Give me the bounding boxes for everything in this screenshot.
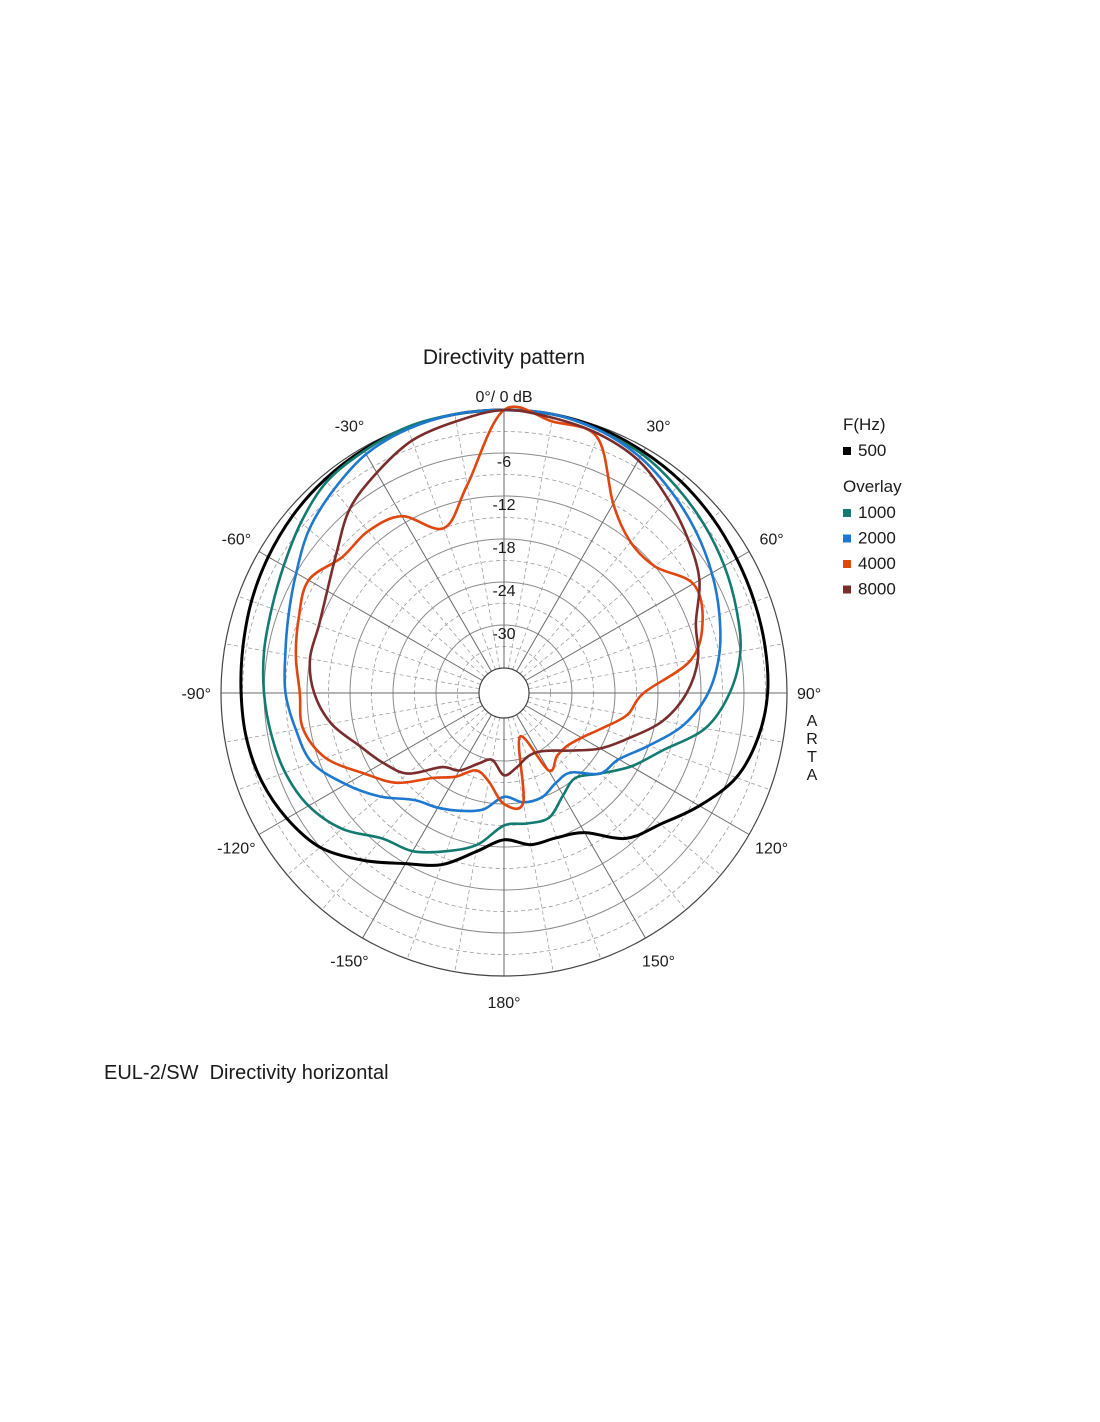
legend: F(Hz) Overlay 500 1000 2000 4000 8000	[843, 415, 902, 599]
radial-tick-label: -12	[492, 497, 515, 514]
major-spoke	[525, 551, 750, 681]
angle-tick-label: -30°	[335, 418, 365, 435]
major-spoke	[525, 705, 750, 835]
angle-tick-label: -120°	[217, 841, 255, 858]
angle-tick-label: -150°	[330, 954, 368, 971]
legend-swatch	[843, 585, 851, 594]
major-spoke	[516, 447, 646, 672]
legend-swatch	[843, 534, 851, 543]
major-spoke	[258, 705, 483, 835]
legend-label: 4000	[858, 554, 896, 573]
chart-title: Directivity pattern	[423, 346, 585, 369]
minor-spoke	[522, 708, 722, 876]
minor-spoke	[321, 711, 489, 911]
angle-tick-label: -60°	[222, 532, 252, 549]
legend-label: 1000	[858, 503, 896, 522]
minor-spoke	[225, 643, 480, 690]
legend-label: 8000	[858, 580, 896, 599]
minor-spoke	[286, 510, 486, 678]
watermark-letter: T	[807, 749, 817, 766]
minor-spoke	[522, 510, 722, 678]
radial-tick-label: -24	[492, 583, 515, 600]
minor-spoke	[527, 595, 771, 685]
legend-swatch	[843, 447, 851, 455]
major-spoke	[258, 551, 483, 681]
watermark-letter: A	[807, 767, 818, 784]
figure-caption: EUL-2/SW Directivity horizontal	[104, 1062, 389, 1084]
angle-tick-label: -90°	[181, 686, 211, 703]
angle-tick-label: 180°	[487, 995, 520, 1012]
legend-label: 500	[858, 441, 886, 460]
legend-overlay-heading: Overlay	[843, 477, 902, 496]
minor-spoke	[454, 414, 501, 669]
minor-spoke	[519, 711, 687, 911]
minor-spoke	[237, 595, 481, 685]
watermark-letter: R	[806, 731, 818, 748]
minor-spoke	[507, 414, 554, 669]
series-layer	[239, 405, 770, 867]
minor-spoke	[286, 708, 486, 876]
radial-tick-label: -30	[492, 626, 515, 643]
angle-tick-label: 0°/ 0 dB	[475, 389, 532, 406]
minor-spoke	[321, 475, 489, 675]
angle-tick-label: 90°	[797, 686, 821, 703]
radial-tick-label: -6	[497, 454, 511, 471]
inner-ring	[478, 667, 530, 719]
legend-swatch	[843, 560, 851, 568]
angle-tick-label: 30°	[646, 418, 670, 435]
major-spoke	[362, 447, 492, 672]
axis-labels: -6 -12 -18 -24 -30 0°/ 0 dB 30° 60° 90° 120° 150° 1…	[181, 389, 821, 1012]
minor-spoke	[225, 696, 480, 743]
minor-spoke	[512, 426, 602, 670]
legend-swatch	[843, 509, 851, 517]
legend-heading: F(Hz)	[843, 415, 885, 434]
minor-spoke	[528, 643, 783, 690]
angle-tick-label: 60°	[760, 532, 784, 549]
legend-label: 2000	[858, 529, 896, 548]
minor-spoke	[406, 716, 496, 960]
watermark-letter: A	[807, 713, 818, 730]
minor-spoke	[528, 696, 783, 743]
minor-spoke	[406, 426, 496, 670]
series-8000	[308, 408, 701, 777]
polar-grid	[220, 409, 788, 977]
radial-tick-label: -18	[492, 540, 515, 557]
angle-tick-label: 150°	[642, 954, 675, 971]
major-spoke	[516, 714, 646, 939]
major-spoke	[362, 714, 492, 939]
angle-tick-label: 120°	[755, 841, 788, 858]
minor-spoke	[519, 475, 687, 675]
